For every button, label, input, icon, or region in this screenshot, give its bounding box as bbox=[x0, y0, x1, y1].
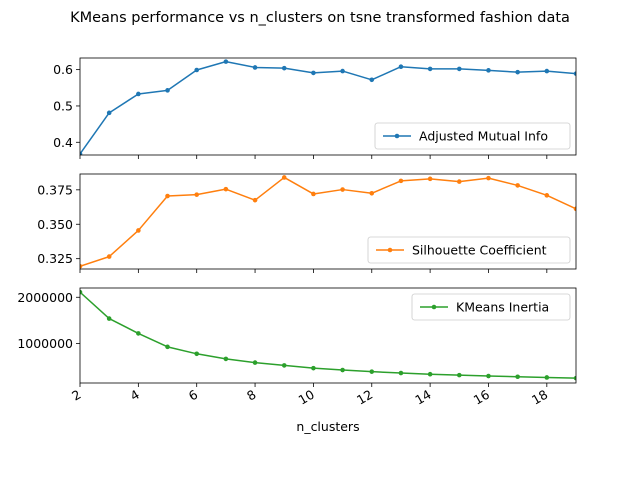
data-point bbox=[252, 197, 258, 203]
data-point bbox=[80, 263, 83, 269]
axes-frame bbox=[79, 287, 577, 384]
y-tick-label: 0.6 bbox=[53, 62, 73, 77]
legend: Adjusted Mutual Info bbox=[374, 122, 571, 150]
series-line bbox=[80, 291, 576, 379]
legend-box bbox=[367, 236, 571, 264]
data-point bbox=[136, 91, 141, 97]
data-point bbox=[106, 316, 112, 321]
x-tick-label: 14 bbox=[412, 387, 433, 408]
y-tick-label: 2000000 bbox=[17, 290, 73, 305]
y-tick-label: 0.5 bbox=[53, 98, 73, 113]
data-point bbox=[80, 151, 83, 155]
data-point bbox=[369, 369, 375, 374]
data-point bbox=[573, 375, 576, 381]
data-point bbox=[165, 344, 170, 350]
data-point bbox=[165, 193, 170, 199]
data-point bbox=[194, 67, 200, 73]
legend-box bbox=[374, 122, 571, 150]
x-tick-label: 6 bbox=[186, 387, 200, 404]
y-tick-label: 0.325 bbox=[37, 251, 73, 266]
figure-title: KMeans performance vs n_clusters on tsne… bbox=[70, 10, 570, 26]
data-point bbox=[486, 373, 491, 379]
data-point bbox=[544, 68, 550, 74]
data-point bbox=[515, 183, 520, 188]
x-tick-label: 4 bbox=[127, 387, 141, 404]
data-point bbox=[223, 186, 229, 192]
data-point bbox=[136, 331, 141, 336]
data-point bbox=[515, 374, 520, 380]
y-tick-label: 1000000 bbox=[17, 336, 73, 351]
data-point bbox=[340, 187, 345, 192]
data-point bbox=[223, 356, 229, 362]
x-axis-label: n_clusters bbox=[296, 419, 359, 434]
data-point bbox=[80, 289, 83, 295]
data-point bbox=[544, 193, 550, 198]
subplot-3: 1000000 2000000 2 4 6 8 10 12 14 16 18 KMeans Inert… bbox=[17, 287, 577, 408]
series-2-1 bbox=[80, 175, 576, 269]
axes-frame bbox=[79, 57, 577, 156]
data-point bbox=[106, 110, 112, 116]
data-point bbox=[311, 191, 316, 197]
x-tick-label: 18 bbox=[529, 387, 550, 408]
data-point bbox=[573, 206, 576, 212]
data-point bbox=[165, 88, 170, 93]
data-point bbox=[398, 64, 404, 70]
data-point bbox=[486, 175, 491, 181]
data-point bbox=[106, 254, 112, 259]
data-point bbox=[194, 351, 200, 357]
data-point bbox=[281, 363, 287, 368]
legend-label: Adjusted Mutual Info bbox=[419, 129, 548, 144]
data-point bbox=[281, 175, 287, 180]
data-point bbox=[369, 77, 375, 83]
series-3-1 bbox=[80, 289, 576, 381]
y-tick-label: 0.375 bbox=[37, 182, 73, 197]
data-point bbox=[223, 59, 229, 64]
data-point bbox=[252, 65, 258, 70]
legend: Silhouette Coefficient bbox=[367, 236, 571, 264]
data-point bbox=[544, 375, 550, 380]
x-tick-label: 12 bbox=[354, 387, 375, 408]
data-point bbox=[427, 66, 433, 72]
legend-swatch-marker bbox=[431, 304, 437, 310]
x-tick-label: 2 bbox=[69, 387, 83, 404]
series-1-1 bbox=[80, 59, 576, 155]
legend: KMeans Inertia bbox=[411, 293, 571, 321]
data-point bbox=[136, 228, 141, 233]
legend-swatch-marker bbox=[387, 247, 393, 253]
y-tick-label: 0.350 bbox=[37, 217, 73, 232]
subplot-1: 0.4 0.5 0.6 Adjusted Mutual Info bbox=[53, 57, 577, 159]
x-tick-label: 8 bbox=[244, 387, 258, 404]
axes-frame bbox=[79, 173, 577, 270]
data-point bbox=[456, 66, 462, 72]
legend-label: Silhouette Coefficient bbox=[412, 243, 547, 258]
data-point bbox=[398, 178, 404, 184]
data-point bbox=[340, 68, 345, 74]
data-point bbox=[573, 71, 576, 76]
series-line bbox=[80, 176, 576, 267]
legend-label: KMeans Inertia bbox=[456, 300, 549, 315]
data-point bbox=[398, 370, 404, 376]
data-point bbox=[427, 371, 433, 377]
data-point bbox=[194, 192, 200, 197]
legend-box bbox=[411, 293, 571, 321]
data-point bbox=[456, 372, 462, 378]
y-tick-label: 0.4 bbox=[53, 135, 73, 150]
data-point bbox=[252, 360, 258, 365]
data-point bbox=[311, 365, 316, 371]
data-point bbox=[340, 367, 345, 373]
subplot-2: 0.325 0.350 0.375 Silhouette Coefficient bbox=[37, 173, 577, 273]
data-point bbox=[486, 68, 491, 73]
series-line bbox=[80, 60, 576, 155]
legend-swatch-marker bbox=[394, 133, 400, 139]
data-point bbox=[281, 65, 287, 71]
data-point bbox=[369, 190, 375, 196]
data-point bbox=[311, 70, 316, 76]
x-tick-label: 16 bbox=[471, 387, 492, 408]
x-tick-label: 10 bbox=[296, 387, 317, 408]
data-point bbox=[515, 69, 520, 75]
data-point bbox=[456, 179, 462, 184]
data-point bbox=[427, 176, 433, 182]
